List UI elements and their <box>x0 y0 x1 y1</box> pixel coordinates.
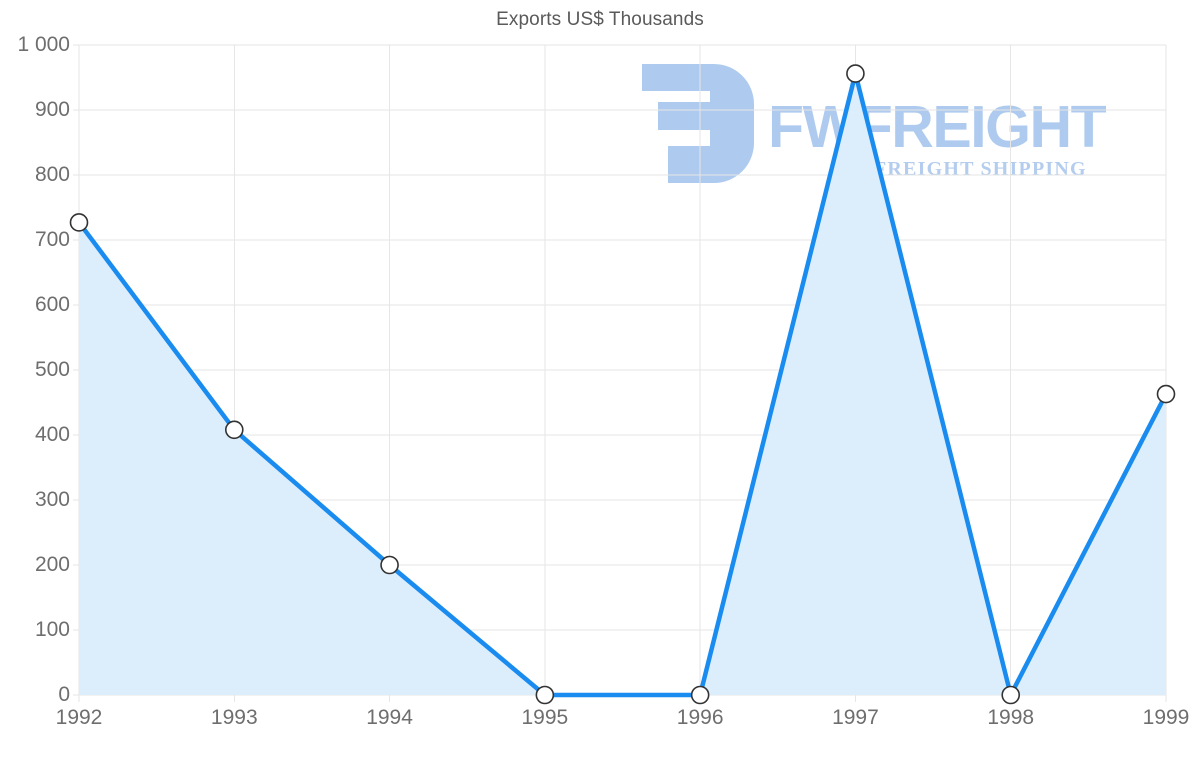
y-axis-tick-label: 300 <box>34 488 70 511</box>
data-point-marker[interactable] <box>69 213 89 232</box>
y-axis-tick-label: 700 <box>34 228 70 251</box>
x-axis-tick-label: 1998 <box>987 706 1035 729</box>
data-markers <box>69 64 1176 705</box>
series-line <box>76 71 1169 698</box>
x-axis-tick-label: 1995 <box>521 706 569 729</box>
x-axis-tick-label: 1993 <box>210 706 258 729</box>
y-axis-tick-label: 600 <box>34 293 70 316</box>
y-axis-tick-label: 500 <box>34 358 70 381</box>
y-axis-tick-label: 0 <box>58 683 70 706</box>
area-fill <box>79 73 1166 696</box>
data-point-marker[interactable] <box>846 64 865 83</box>
x-axis-tick-label: 1999 <box>1142 706 1190 729</box>
data-line <box>76 71 1169 698</box>
y-axis-tick-label: 900 <box>34 98 70 121</box>
x-axis-tick-label: 1992 <box>55 706 103 729</box>
data-point-marker[interactable] <box>690 685 710 705</box>
y-axis-tick-label: 800 <box>34 163 70 186</box>
y-axis-tick-label: 1 000 <box>17 33 70 56</box>
data-point-marker[interactable] <box>1001 685 1021 705</box>
series-area <box>79 73 1166 696</box>
y-axis-tick-label: 100 <box>34 618 70 641</box>
data-point-marker[interactable] <box>380 555 399 575</box>
x-axis-tick-label: 1997 <box>832 706 879 729</box>
x-axis-tick-label: 1994 <box>366 706 413 729</box>
y-axis-tick-labels: 1 000 900 800 700 600 500 400 300 200 100 0 <box>0 0 70 763</box>
chart-title: Exports US$ Thousands <box>496 9 704 30</box>
data-point-marker[interactable] <box>1156 384 1176 404</box>
data-point-marker[interactable] <box>535 685 555 705</box>
data-point-marker[interactable] <box>224 420 244 440</box>
y-axis-tick-label: 400 <box>34 423 70 446</box>
y-axis-tick-label: 200 <box>34 553 70 576</box>
x-axis-tick-label: 1996 <box>676 706 724 729</box>
